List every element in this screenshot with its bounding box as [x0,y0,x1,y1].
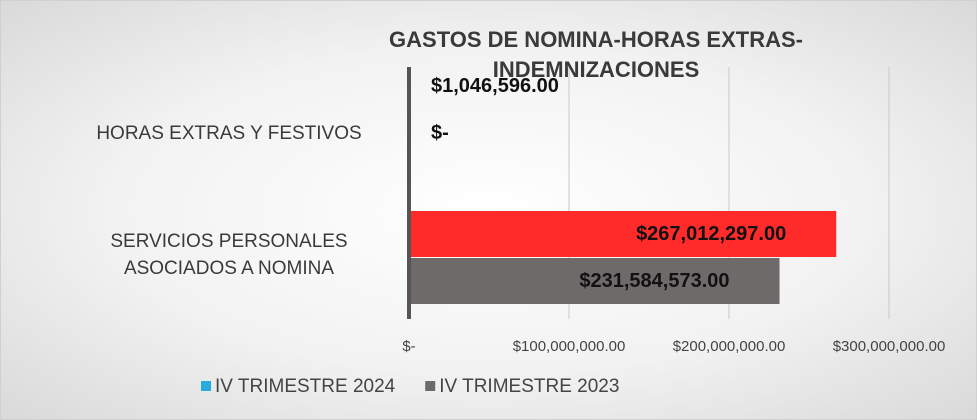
data-label: $267,012,297.00 [636,223,786,245]
legend-marker [201,381,211,391]
x-tick-label: $100,000,000.00 [513,338,626,355]
legend-label: IV TRIMESTRE 2023 [439,376,619,397]
y-tick-label: HORAS EXTRAS Y FESTIVOS [96,122,362,144]
y-tick-label: SERVICIOS PERSONALES ASOCIADOS A NOMINA [110,231,348,279]
legend-marker [425,381,436,391]
x-tick-label: $- [402,338,415,355]
data-label: $- [431,122,449,144]
bar [409,258,780,304]
x-tick-label: $300,000,000.00 [833,338,946,355]
data-label: $1,046,596.00 [431,75,559,97]
x-tick-label: $200,000,000.00 [673,338,786,355]
data-label: $231,584,573.00 [579,270,729,292]
bar [409,211,837,257]
legend-label: IV TRIMESTRE 2024 [215,376,396,397]
chart-title: GASTOS DE NOMINA-HORAS EXTRAS-INDEMNIZAC… [389,27,803,82]
